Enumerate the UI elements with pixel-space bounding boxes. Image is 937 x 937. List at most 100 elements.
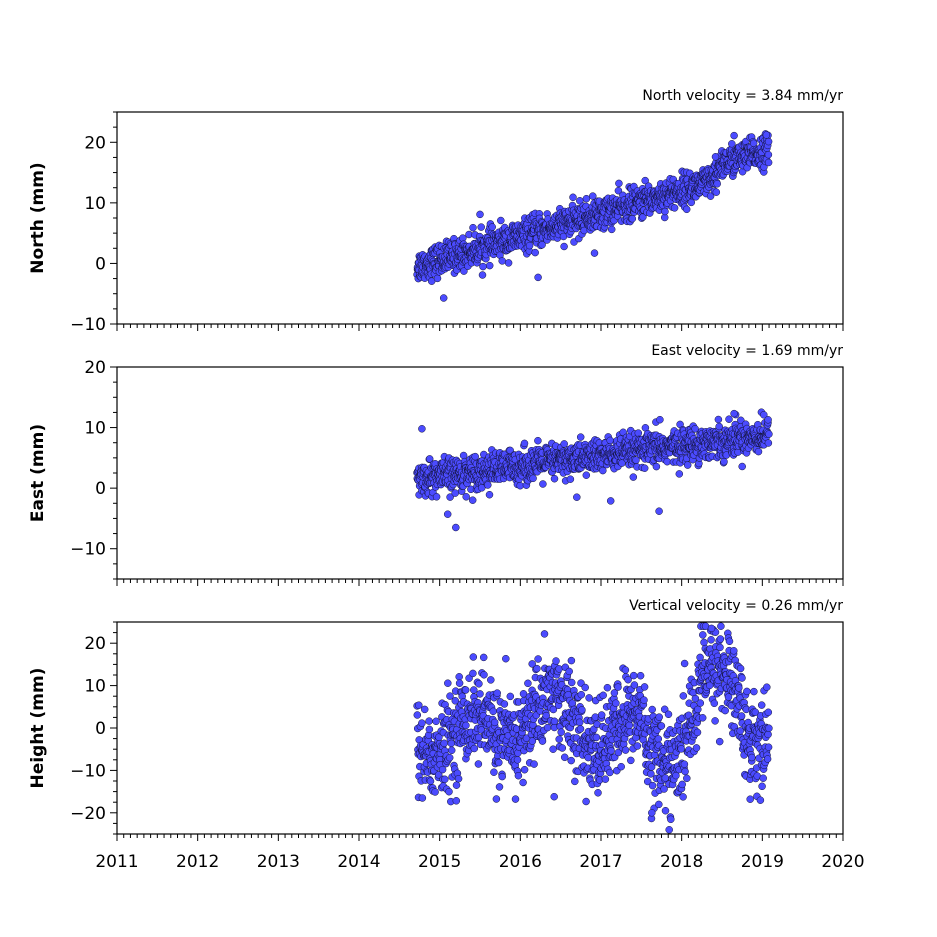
- data-point: [520, 439, 529, 448]
- data-point: [533, 664, 541, 673]
- data-point: [696, 699, 705, 707]
- east-panel: East velocity = 1.69 mm/yr East (mm) −10…: [28, 343, 844, 586]
- data-point: [461, 686, 470, 694]
- data-point: [439, 294, 448, 302]
- data-point: [614, 683, 622, 691]
- data-point: [459, 451, 468, 460]
- data-point: [756, 796, 765, 804]
- data-point: [713, 180, 721, 188]
- data-point: [730, 409, 738, 418]
- data-point: [469, 223, 477, 232]
- data-point: [748, 753, 756, 762]
- data-point: [677, 745, 685, 753]
- data-point: [599, 691, 607, 700]
- data-point: [679, 692, 688, 700]
- y-tick-label: −10: [70, 540, 106, 560]
- data-point: [495, 758, 503, 767]
- y-tick-label: 0: [95, 479, 106, 499]
- data-point: [633, 742, 642, 750]
- data-point: [696, 653, 704, 662]
- data-point: [625, 721, 634, 730]
- data-point: [699, 631, 707, 639]
- data-point: [470, 744, 479, 753]
- east-data-points: [413, 408, 773, 532]
- data-point: [640, 683, 649, 691]
- data-point: [498, 772, 506, 781]
- vertical-velocity-title: Vertical velocity = 0.26 mm/yr: [629, 598, 843, 614]
- data-point: [654, 735, 663, 743]
- data-point: [640, 696, 648, 704]
- data-point: [454, 774, 463, 783]
- data-point: [498, 257, 506, 265]
- data-point: [730, 647, 738, 655]
- data-point: [468, 496, 477, 504]
- data-point: [452, 797, 461, 805]
- x-tick-label: 2015: [418, 852, 461, 872]
- data-point: [715, 422, 723, 431]
- data-point: [565, 667, 573, 676]
- y-tick-label: 10: [84, 677, 106, 697]
- data-point: [432, 717, 440, 726]
- x-tick-label: 2016: [499, 852, 542, 872]
- north-panel: North velocity = 3.84 mm/yr North (mm) −…: [28, 88, 844, 335]
- data-point: [418, 425, 426, 433]
- data-point: [683, 461, 692, 469]
- data-point: [714, 415, 723, 424]
- data-point: [665, 826, 673, 834]
- data-point: [469, 669, 477, 678]
- data-point: [629, 473, 638, 481]
- data-point: [520, 765, 529, 774]
- data-point: [504, 259, 513, 267]
- data-point: [476, 210, 484, 219]
- data-point: [648, 705, 656, 714]
- data-point: [627, 756, 635, 765]
- data-point: [576, 433, 585, 441]
- data-point: [661, 774, 670, 782]
- x-tick-label: 2011: [95, 852, 138, 872]
- data-point: [425, 717, 433, 725]
- data-point: [590, 249, 599, 257]
- data-point: [648, 781, 657, 790]
- data-point: [759, 774, 767, 782]
- data-point: [603, 683, 612, 692]
- data-point: [573, 493, 581, 501]
- data-point: [667, 815, 675, 824]
- data-point: [634, 429, 643, 437]
- x-tick-label: 2017: [579, 852, 622, 872]
- data-point: [711, 717, 719, 725]
- data-point: [621, 666, 630, 674]
- data-point: [441, 775, 449, 784]
- data-point: [763, 683, 771, 691]
- data-point: [716, 643, 724, 652]
- data-point: [413, 711, 422, 719]
- data-point: [571, 777, 579, 786]
- y-tick-label: 20: [84, 133, 106, 153]
- height-x-ticks: 2011 2012 2013 2014 2015 2016 2017 2018 2019 2020: [95, 834, 865, 872]
- data-point: [640, 464, 649, 472]
- data-point: [575, 718, 584, 727]
- data-point: [641, 176, 649, 185]
- data-point: [445, 787, 453, 796]
- data-point: [567, 656, 576, 665]
- data-point: [447, 739, 456, 748]
- data-point: [485, 261, 494, 270]
- north-data-points: [413, 130, 773, 302]
- data-point: [743, 687, 751, 696]
- data-point: [693, 728, 702, 737]
- data-point: [490, 768, 498, 776]
- east-y-axis-label: East (mm): [28, 424, 48, 522]
- data-point: [425, 725, 434, 734]
- data-point: [675, 470, 684, 478]
- data-point: [426, 777, 435, 785]
- data-point: [657, 722, 666, 730]
- data-point: [550, 792, 558, 801]
- data-point: [418, 719, 426, 727]
- y-tick-label: 20: [84, 358, 106, 378]
- data-point: [606, 497, 615, 505]
- data-point: [648, 809, 656, 817]
- data-point: [764, 730, 772, 739]
- data-point: [530, 760, 538, 768]
- data-point: [488, 223, 496, 231]
- data-point: [540, 630, 549, 638]
- data-point: [764, 150, 773, 159]
